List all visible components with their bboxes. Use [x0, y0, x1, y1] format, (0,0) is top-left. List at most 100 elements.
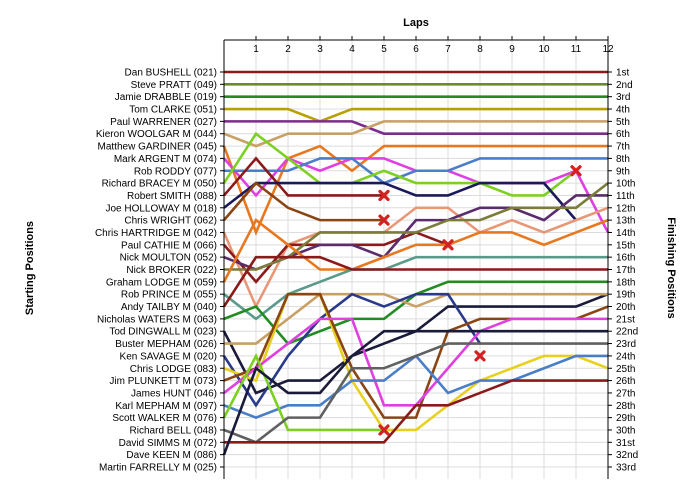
- finish-position-label: 17th: [616, 265, 635, 276]
- retired-marker: [570, 165, 582, 177]
- finish-position-label: 12th: [616, 203, 635, 214]
- start-position-label: Joe HOLLOWAY M (018): [105, 203, 217, 214]
- series-line: [222, 131, 577, 197]
- series-line: [224, 292, 608, 345]
- start-position-label: Scott WALKER M (076): [112, 413, 217, 424]
- finish-position-label: 11th: [616, 191, 635, 202]
- y-axis-label-left: Starting Positions: [24, 221, 36, 315]
- finish-position-label: 16th: [616, 253, 635, 264]
- start-position-label: Mark ARGENT M (074): [114, 154, 217, 165]
- driver-labels: Dan BUSHELL (021)Steve PRATT (049)Jamie …: [95, 68, 638, 474]
- x-tick-label: 5: [381, 44, 387, 55]
- retirement-markers: [378, 165, 582, 436]
- finish-position-label: 9th: [616, 166, 630, 177]
- series-line: [224, 120, 608, 136]
- start-position-label: Graham LODGE M (059): [106, 277, 217, 288]
- start-position-label: Rob RODDY (077): [134, 166, 217, 177]
- finish-position-label: 1st: [616, 68, 630, 79]
- x-tick-label: 12: [602, 44, 614, 55]
- start-position-label: Paul WARRENER (027): [110, 117, 217, 128]
- finish-position-label: 10th: [616, 179, 635, 190]
- finish-position-label: 32nd: [616, 450, 638, 461]
- start-position-label: Matthew GARDINER (045): [98, 142, 217, 153]
- finish-position-label: 2nd: [616, 80, 633, 91]
- start-position-label: Jim PLUNKETT M (073): [109, 376, 217, 387]
- retired-marker: [442, 239, 454, 251]
- finish-position-label: 22nd: [616, 327, 638, 338]
- finish-position-label: 30th: [616, 425, 635, 436]
- x-tick-label: 10: [538, 44, 550, 55]
- finish-position-label: 27th: [616, 388, 635, 399]
- series-line: [223, 342, 608, 444]
- finish-position-label: 26th: [616, 376, 635, 387]
- start-position-label: Jamie DRABBLE (019): [115, 92, 217, 103]
- finish-position-label: 18th: [616, 277, 635, 288]
- x-tick-label: 3: [317, 44, 323, 55]
- start-position-label: Dan BUSHELL (021): [125, 68, 217, 79]
- series-line: [224, 107, 608, 123]
- finish-position-label: 3rd: [616, 92, 630, 103]
- series-line: [222, 352, 384, 432]
- start-position-label: Chris LODGE (083): [130, 364, 217, 375]
- finish-position-label: 5th: [616, 117, 630, 128]
- axes: 1 2 3 4 5 6 7 8 9 10 11 12: [223, 36, 614, 479]
- finish-position-label: 7th: [616, 142, 630, 153]
- finish-position-label: 25th: [616, 364, 635, 375]
- start-position-label: Nick BROKER (022): [126, 265, 217, 276]
- finish-position-label: 23rd: [616, 339, 636, 350]
- y-axis-label-right: Finishing Positions: [665, 217, 677, 318]
- finish-position-label: 24th: [616, 351, 635, 362]
- x-tick-label: 2: [285, 44, 291, 55]
- finish-position-label: 21st: [616, 314, 635, 325]
- finish-position-label: 29th: [616, 413, 635, 424]
- series-line: [222, 218, 609, 283]
- start-position-label: Buster MEPHAM (026): [115, 339, 217, 350]
- start-position-label: Martin FARRELLY M (025): [99, 463, 217, 474]
- series-lines: [222, 70, 610, 456]
- x-tick-label: 11: [571, 44, 582, 55]
- series-line: [223, 181, 577, 221]
- finish-position-label: 8th: [616, 154, 630, 165]
- finish-position-label: 28th: [616, 401, 635, 412]
- series-line: [224, 379, 608, 444]
- finish-position-label: 31st: [616, 438, 635, 449]
- retired-marker: [378, 424, 390, 436]
- start-position-label: David SIMMS M (072): [119, 438, 217, 449]
- series-line: [223, 181, 384, 222]
- start-position-label: Nick MOULTON (052): [120, 253, 217, 264]
- finish-position-label: 4th: [616, 105, 630, 116]
- retired-marker: [474, 350, 486, 362]
- start-position-label: Dave KEEN M (086): [126, 450, 217, 461]
- finish-position-label: 19th: [616, 290, 635, 301]
- start-position-label: Tom CLARKE (051): [129, 105, 217, 116]
- series-line: [223, 120, 608, 148]
- series-line: [224, 157, 608, 185]
- start-position-label: Kieron WOOLGAR M (044): [96, 129, 217, 140]
- series-line: [222, 255, 608, 308]
- series-line: [222, 329, 608, 456]
- start-position-label: Richard BRACEY M (050): [102, 179, 217, 190]
- series-line: [223, 156, 384, 197]
- retired-marker: [378, 214, 390, 226]
- start-position-label: Richard BELL (048): [130, 425, 217, 436]
- start-position-label: Chris WRIGHT (062): [124, 216, 217, 227]
- finish-position-label: 13th: [616, 216, 635, 227]
- start-position-label: Rob PRINCE M (055): [121, 290, 217, 301]
- start-position-label: Tod DINGWALL M (023): [109, 327, 217, 338]
- finish-position-label: 20th: [616, 302, 635, 313]
- x-tick-label: 7: [445, 44, 451, 55]
- x-tick-label: 8: [477, 44, 483, 55]
- x-tick-label: 1: [253, 44, 259, 55]
- retired-marker: [378, 189, 390, 202]
- start-position-label: Ken SAVAGE M (020): [120, 351, 217, 362]
- start-position-label: James HUNT (046): [131, 388, 217, 399]
- x-tick-label: 4: [349, 44, 355, 55]
- finish-position-label: 14th: [616, 228, 635, 239]
- finish-position-label: 6th: [616, 129, 630, 140]
- x-tick-label: 9: [509, 44, 515, 55]
- start-position-label: Nicholas WATERS M (063): [97, 314, 217, 325]
- start-position-label: Steve PRATT (049): [131, 80, 217, 91]
- finish-position-label: 15th: [616, 240, 635, 251]
- start-position-label: Chris HARTRIDGE M (042): [95, 228, 217, 239]
